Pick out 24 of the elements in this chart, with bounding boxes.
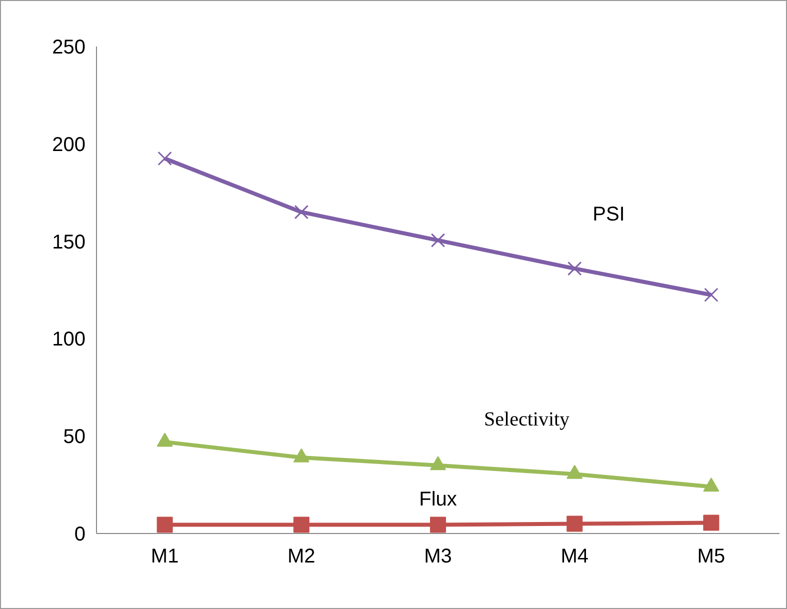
y-tick-label: 50 <box>63 426 86 448</box>
point <box>430 233 446 248</box>
series-label: Flux <box>419 488 457 511</box>
x-tick-label: M1 <box>150 546 179 568</box>
y-tick-label: 150 <box>52 231 86 254</box>
point <box>294 204 309 220</box>
point <box>704 288 718 302</box>
point <box>293 516 310 533</box>
series-label: Selectivity <box>484 408 570 431</box>
point <box>156 516 173 533</box>
y-tick-label: 250 <box>52 36 86 58</box>
x-tick-label: M4 <box>560 546 589 568</box>
point <box>566 516 583 532</box>
y-tick-label: 100 <box>52 328 86 351</box>
point <box>430 516 446 533</box>
series-label: PSI <box>592 203 625 226</box>
point <box>703 514 720 531</box>
y-tick-label: 200 <box>52 134 86 156</box>
point <box>567 261 582 276</box>
point <box>158 151 172 166</box>
y-tick-label: 0 <box>74 524 86 546</box>
x-tick-label: M3 <box>424 546 452 568</box>
x-tick-label: M5 <box>697 546 726 568</box>
x-tick-label: M2 <box>288 546 316 568</box>
